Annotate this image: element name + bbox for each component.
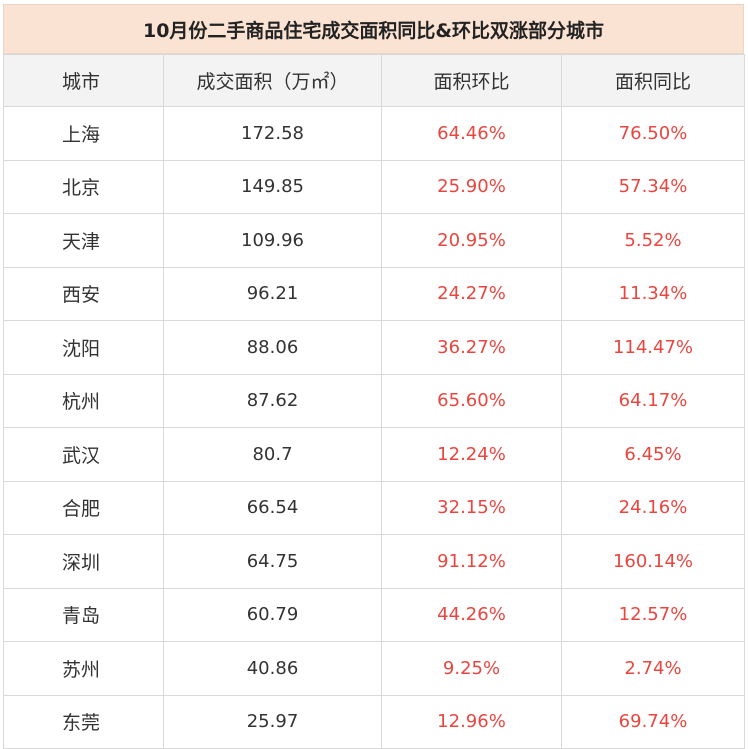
cell-city: 苏州 — [3, 641, 164, 696]
cell-yoy: 11.34% — [561, 266, 745, 321]
cell-area: 66.54 — [163, 480, 382, 535]
cell-city: 上海 — [3, 106, 164, 161]
cell-mom: 65.60% — [381, 373, 562, 428]
table-row: 苏州 40.86 9.25% 2.74% — [3, 641, 745, 696]
cell-city: 沈阳 — [3, 320, 164, 375]
cell-area: 64.75 — [163, 534, 382, 589]
header-mom: 面积环比 — [381, 54, 562, 107]
cell-area: 87.62 — [163, 373, 382, 428]
table-row: 东莞 25.97 12.96% 69.74% — [3, 694, 745, 749]
cell-city: 北京 — [3, 159, 164, 214]
table-row: 北京 149.85 25.90% 57.34% — [3, 159, 745, 214]
cell-mom: 32.15% — [381, 480, 562, 535]
cell-area: 25.97 — [163, 694, 382, 749]
header-area: 成交面积（万㎡） — [163, 54, 382, 107]
table-row: 杭州 87.62 65.60% 64.17% — [3, 373, 745, 428]
cell-area: 149.85 — [163, 159, 382, 214]
cell-yoy: 69.74% — [561, 694, 745, 749]
table-row: 天津 109.96 20.95% 5.52% — [3, 213, 745, 268]
header-city: 城市 — [3, 54, 164, 107]
cell-yoy: 160.14% — [561, 534, 745, 589]
cell-mom: 24.27% — [381, 266, 562, 321]
cell-city: 合肥 — [3, 480, 164, 535]
cell-city: 西安 — [3, 266, 164, 321]
header-yoy: 面积同比 — [561, 54, 745, 107]
data-sheet: 10月份二手商品住宅成交面积同比&环比双涨部分城市 城市 成交面积（万㎡） 面积… — [3, 4, 745, 749]
cell-mom: 9.25% — [381, 641, 562, 696]
cell-yoy: 76.50% — [561, 106, 745, 161]
table-title: 10月份二手商品住宅成交面积同比&环比双涨部分城市 — [3, 4, 744, 54]
table-row: 上海 172.58 64.46% 76.50% — [3, 106, 745, 161]
cell-yoy: 57.34% — [561, 159, 745, 214]
table-row: 青岛 60.79 44.26% 12.57% — [3, 587, 745, 642]
cell-city: 深圳 — [3, 534, 164, 589]
cell-yoy: 64.17% — [561, 373, 745, 428]
cell-mom: 91.12% — [381, 534, 562, 589]
cell-yoy: 2.74% — [561, 641, 745, 696]
cell-mom: 44.26% — [381, 587, 562, 642]
cell-area: 40.86 — [163, 641, 382, 696]
cell-mom: 12.96% — [381, 694, 562, 749]
cell-city: 杭州 — [3, 373, 164, 428]
cell-mom: 12.24% — [381, 427, 562, 482]
cell-area: 96.21 — [163, 266, 382, 321]
cell-yoy: 24.16% — [561, 480, 745, 535]
cell-area: 80.7 — [163, 427, 382, 482]
cell-city: 武汉 — [3, 427, 164, 482]
cell-mom: 25.90% — [381, 159, 562, 214]
table-row: 武汉 80.7 12.24% 6.45% — [3, 427, 745, 482]
cell-yoy: 114.47% — [561, 320, 745, 375]
cell-area: 88.06 — [163, 320, 382, 375]
cell-mom: 64.46% — [381, 106, 562, 161]
cell-city: 天津 — [3, 213, 164, 268]
table-row: 深圳 64.75 91.12% 160.14% — [3, 534, 745, 589]
cell-mom: 20.95% — [381, 213, 562, 268]
cell-city: 东莞 — [3, 694, 164, 749]
header-row: 城市 成交面积（万㎡） 面积环比 面积同比 — [3, 54, 745, 107]
cell-yoy: 6.45% — [561, 427, 745, 482]
cell-area: 172.58 — [163, 106, 382, 161]
cell-mom: 36.27% — [381, 320, 562, 375]
cell-city: 青岛 — [3, 587, 164, 642]
cell-yoy: 12.57% — [561, 587, 745, 642]
city-area-table: 城市 成交面积（万㎡） 面积环比 面积同比 上海 172.58 64.46% 7… — [3, 54, 745, 749]
table-row: 西安 96.21 24.27% 11.34% — [3, 266, 745, 321]
table-row: 沈阳 88.06 36.27% 114.47% — [3, 320, 745, 375]
cell-yoy: 5.52% — [561, 213, 745, 268]
cell-area: 109.96 — [163, 213, 382, 268]
cell-area: 60.79 — [163, 587, 382, 642]
table-row: 合肥 66.54 32.15% 24.16% — [3, 480, 745, 535]
